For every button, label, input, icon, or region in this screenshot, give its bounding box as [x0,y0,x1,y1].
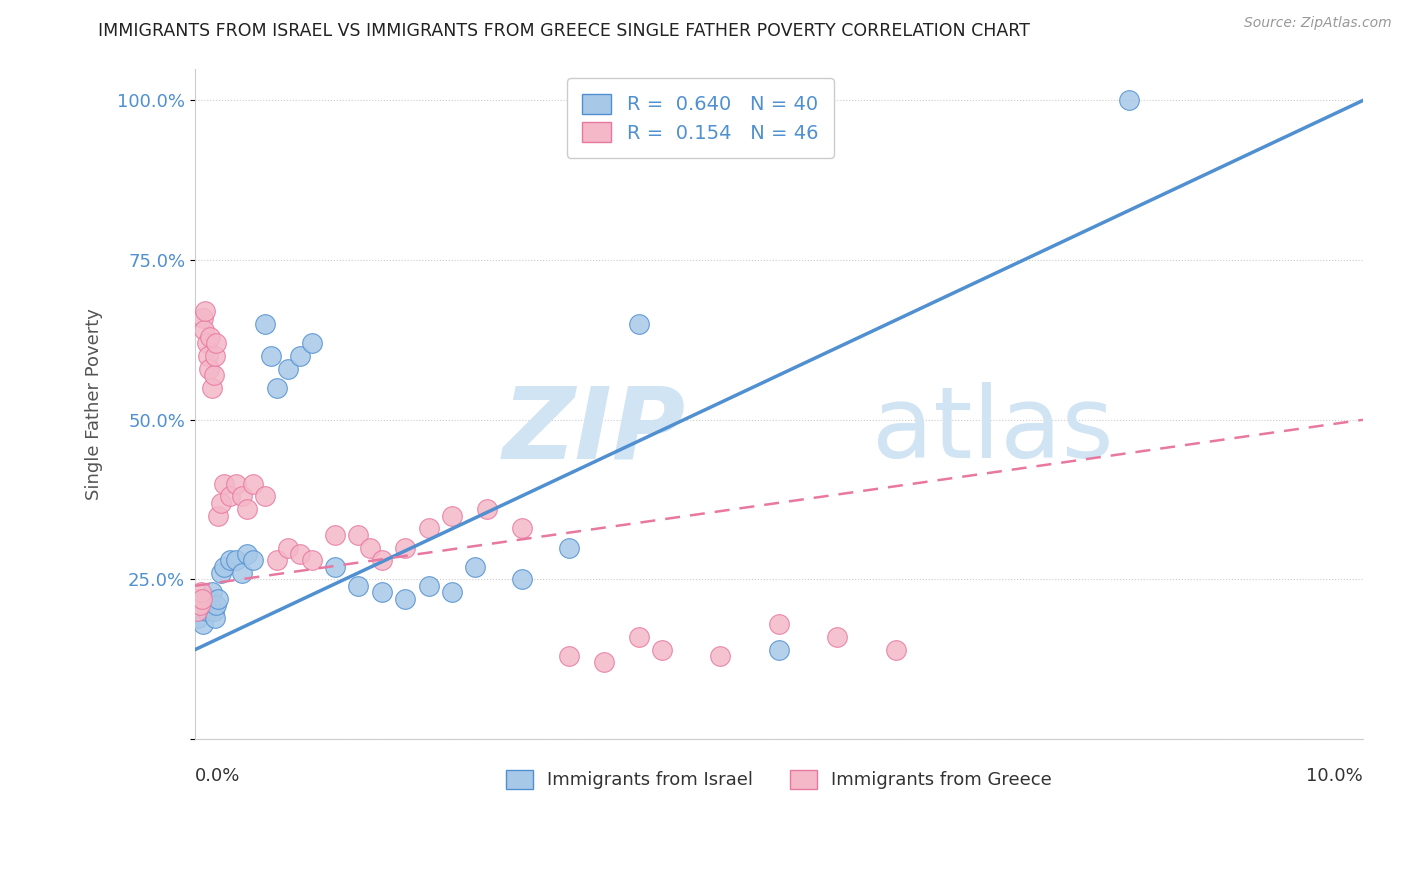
Point [187,611,209,625]
Point [440,508,463,523]
Point [242,553,264,567]
Point [592,656,614,670]
Point [266,381,288,395]
Point [627,630,650,644]
Point [394,541,416,555]
Point [557,649,579,664]
Point [359,541,381,555]
Point [191,310,214,325]
Point [202,604,225,618]
Point [510,521,533,535]
Point [440,585,463,599]
Point [191,591,214,606]
Point [709,649,731,664]
Text: ZIP: ZIP [502,382,686,479]
Point [193,591,215,606]
Point [195,604,218,618]
Point [418,579,440,593]
Point [198,591,221,606]
Point [347,579,370,593]
Point [627,317,650,331]
Point [201,585,224,599]
Point [197,349,219,363]
Point [202,368,225,382]
Point [371,553,394,567]
Point [201,381,224,395]
Point [219,553,242,567]
Point [301,336,323,351]
Legend: Immigrants from Israel, Immigrants from Greece: Immigrants from Israel, Immigrants from … [492,756,1066,804]
Point [510,573,533,587]
Point [557,541,579,555]
Text: IMMIGRANTS FROM ISRAEL VS IMMIGRANTS FROM GREECE SINGLE FATHER POVERTY CORRELATI: IMMIGRANTS FROM ISRAEL VS IMMIGRANTS FRO… [98,21,1031,39]
Point [187,591,209,606]
Point [225,553,247,567]
Point [190,598,212,612]
Point [394,591,416,606]
Text: atlas: atlas [872,382,1114,479]
Point [827,630,849,644]
Point [475,502,498,516]
Point [1118,94,1140,108]
Point [195,336,218,351]
Text: Source: ZipAtlas.com: Source: ZipAtlas.com [1244,16,1392,29]
Y-axis label: Single Father Poverty: Single Father Poverty [86,308,103,500]
Point [204,349,226,363]
Point [186,604,208,618]
Point [277,541,299,555]
Point [212,559,235,574]
Point [288,349,311,363]
Point [768,642,790,657]
Point [209,566,232,580]
Point [277,361,299,376]
Point [207,508,229,523]
Point [266,553,288,567]
Point [253,490,276,504]
Point [253,317,276,331]
Point [205,336,228,351]
Point [260,349,283,363]
Point [204,611,226,625]
Point [191,604,214,618]
Point [236,547,259,561]
Point [188,598,211,612]
Point [198,598,221,612]
Point [371,585,394,599]
Point [884,642,907,657]
Point [301,553,323,567]
Point [768,617,790,632]
Point [231,490,253,504]
Point [219,490,242,504]
Point [323,527,346,541]
Point [205,598,228,612]
Point [288,547,311,561]
Point [194,598,217,612]
Point [231,566,253,580]
Point [347,527,370,541]
Point [242,476,264,491]
Point [194,304,217,318]
Text: 0.0%: 0.0% [195,767,240,785]
Point [198,361,221,376]
Point [191,617,214,632]
Text: 10.0%: 10.0% [1306,767,1362,785]
Point [207,591,229,606]
Point [418,521,440,535]
Point [198,330,221,344]
Point [209,496,232,510]
Point [651,642,673,657]
Point [464,559,486,574]
Point [186,604,208,618]
Point [225,476,247,491]
Point [193,323,215,337]
Point [236,502,259,516]
Point [323,559,346,574]
Point [212,476,235,491]
Point [190,585,212,599]
